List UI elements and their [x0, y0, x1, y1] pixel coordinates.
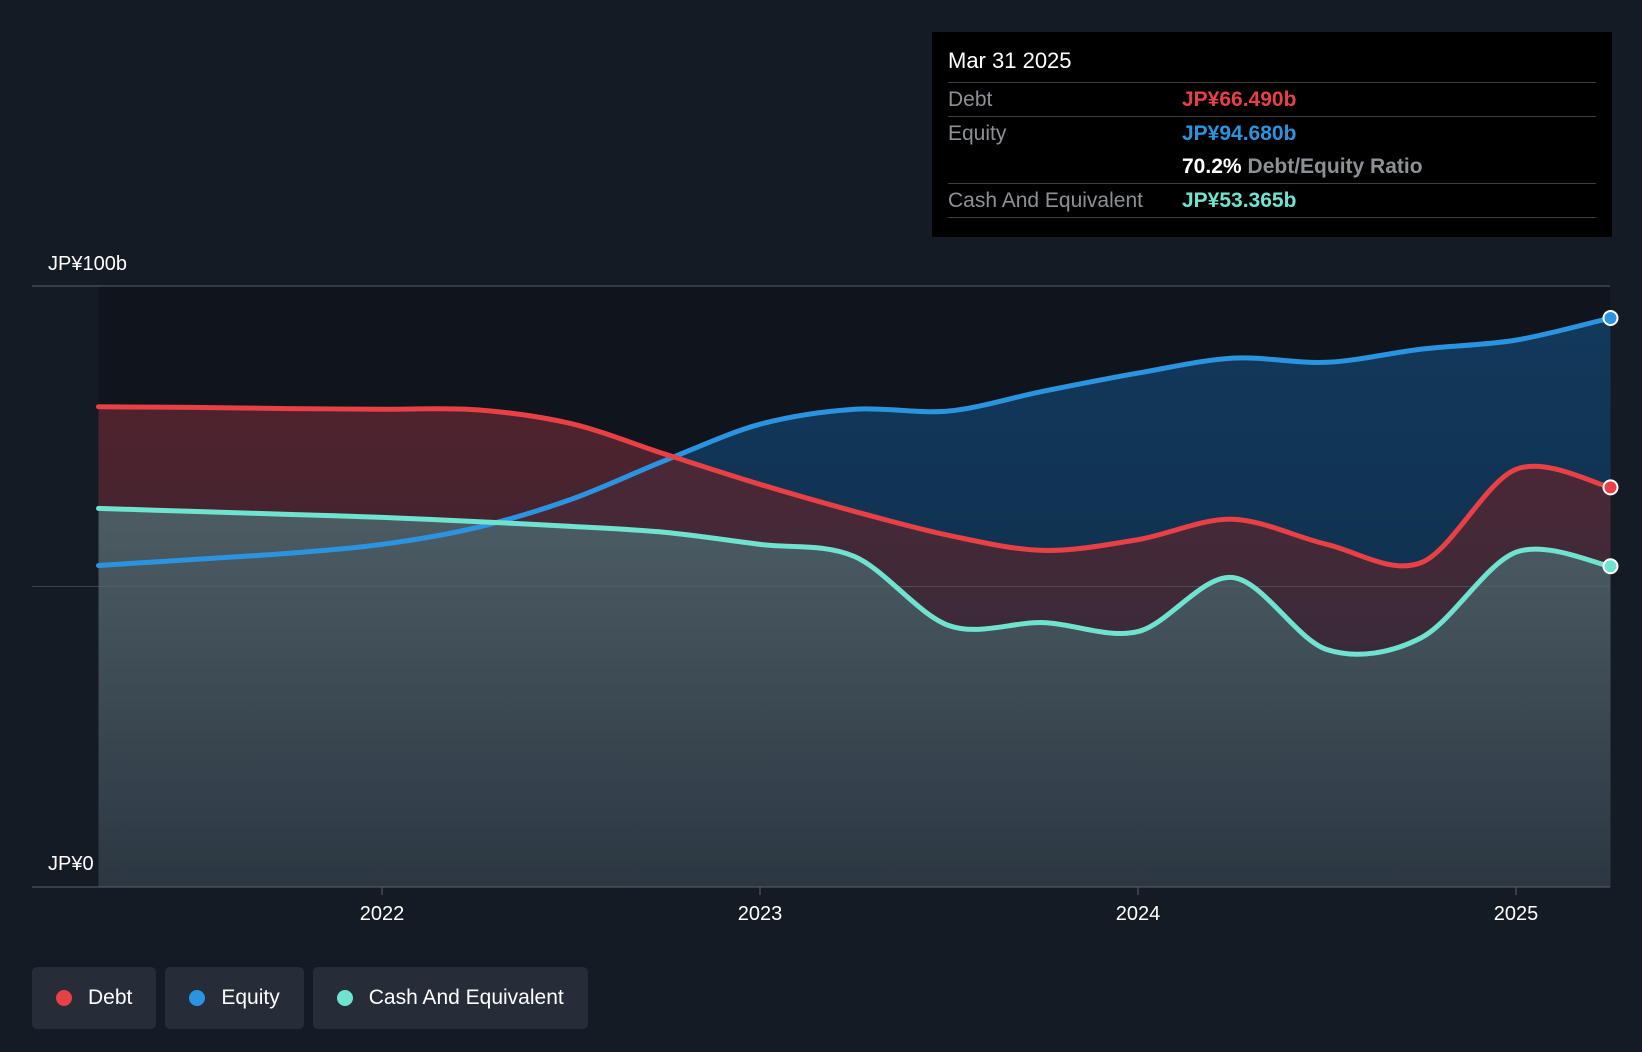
debt-end-point[interactable] — [1602, 479, 1619, 496]
tooltip-ratio-value: 70.2% — [1182, 155, 1242, 178]
x-tick-label-2022: 2022 — [360, 903, 405, 925]
cash-dot-icon — [336, 990, 353, 1006]
equity-end-point[interactable] — [1602, 309, 1619, 326]
tooltip-equity-value: JP¥94.680b — [1182, 122, 1297, 145]
x-tick-label-2025: 2025 — [1494, 903, 1539, 925]
y-tick-label-top: JP¥100b — [48, 253, 127, 275]
cash-and-equivalent-end-point[interactable] — [1602, 558, 1619, 575]
equity-line — [96, 315, 1613, 568]
tooltip-ratio-label: Debt/Equity Ratio — [1247, 155, 1423, 178]
tooltip-cash-label: Cash And Equivalent — [948, 189, 1143, 212]
debt-line — [96, 404, 1613, 569]
cash-and-equivalent-area — [98, 508, 1611, 887]
series-lines — [96, 315, 1613, 657]
x-tick-label-2024: 2024 — [1116, 903, 1161, 925]
legend-cash-label: Cash And Equivalent — [368, 986, 564, 1009]
legend-item-equity[interactable]: Equity — [165, 967, 304, 1029]
tooltip-row-debt: Debt JP¥66.490b — [948, 83, 1596, 117]
legend-debt-label: Debt — [88, 986, 133, 1009]
equity-dot-icon — [189, 990, 206, 1006]
x-axis-ticks: 2022 2023 2024 2025 — [360, 887, 1539, 925]
legend-item-cash[interactable]: Cash And Equivalent — [312, 967, 588, 1029]
tooltip-debt-value: JP¥66.490b — [1182, 88, 1297, 111]
cash-and-equivalent-line — [96, 505, 1613, 657]
debt-dot-icon — [56, 990, 72, 1006]
legend-equity-label: Equity — [221, 986, 280, 1009]
tooltip-date: Mar 31 2025 — [948, 46, 1596, 83]
legend-item-debt[interactable]: Debt — [32, 967, 157, 1029]
x-tick-label-2023: 2023 — [738, 903, 783, 925]
tooltip: Mar 31 2025 Debt JP¥66.490b Equity JP¥94… — [932, 32, 1612, 237]
tooltip-row-equity: Equity JP¥94.680b — [948, 117, 1596, 150]
y-tick-label-bottom: JP¥0 — [48, 853, 94, 875]
tooltip-debt-label: Debt — [948, 88, 993, 111]
legend: Debt Equity Cash And Equivalent — [32, 967, 588, 1029]
tooltip-cash-value: JP¥53.365b — [1182, 189, 1297, 212]
series-end-dots — [1602, 309, 1619, 575]
gridlines — [32, 285, 1610, 888]
tooltip-row-cash: Cash And Equivalent JP¥53.365b — [948, 184, 1596, 218]
tooltip-row-ratio: 70.2% Debt/Equity Ratio — [948, 150, 1596, 184]
tooltip-equity-label: Equity — [948, 122, 1007, 145]
